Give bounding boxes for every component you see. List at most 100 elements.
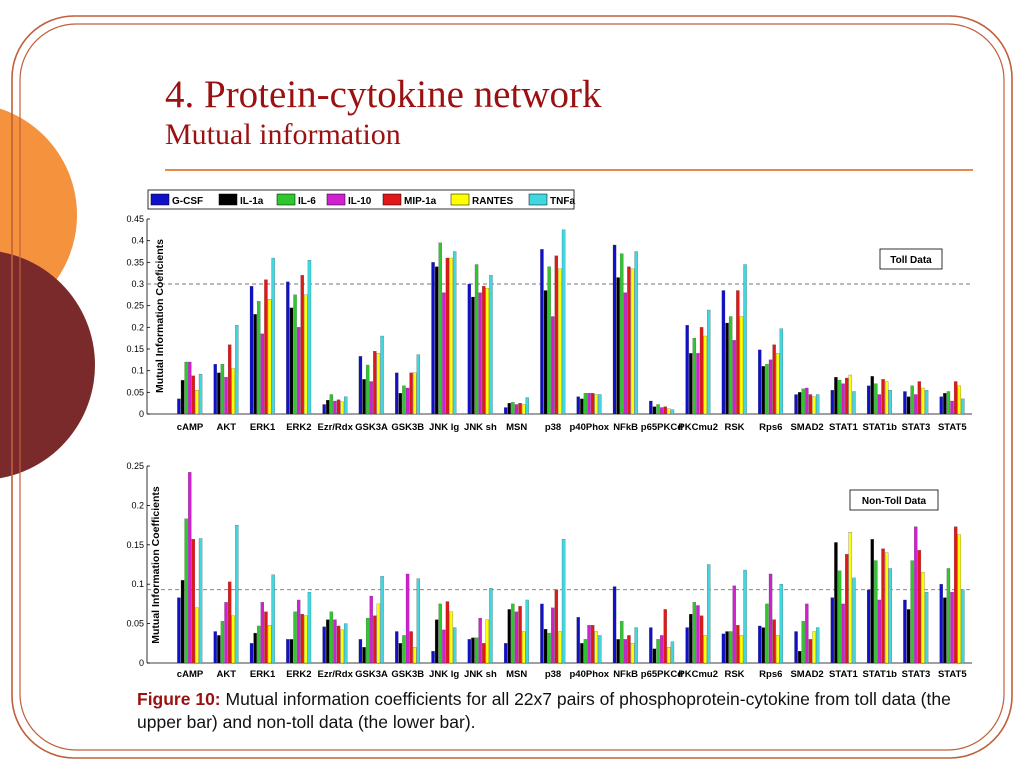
y-tick-label: 0.1	[131, 366, 144, 376]
bar-msn-mip-1a	[518, 606, 522, 664]
bar-stat5-mip-1a	[953, 381, 958, 415]
legend-swatch-g-csf	[150, 193, 170, 206]
bar-akt-rantes	[231, 615, 235, 664]
bar-gsk3b-il-10	[405, 573, 410, 664]
bar-stat3-il-1a	[906, 396, 911, 415]
bar-camp-il-10	[188, 472, 192, 664]
bar-gsk3b-mip-1a	[409, 631, 413, 664]
bar-jnk-sh-il-10	[478, 292, 482, 415]
bar-rsk-il-10	[732, 340, 736, 415]
bar-camp-il-6	[184, 518, 188, 664]
bar-camp-mip-1a	[191, 539, 196, 664]
bar-pkcmu2-tnfa	[707, 309, 711, 415]
bar-erk2-il-10	[296, 327, 301, 415]
bar-gsk3a-mip-1a	[373, 615, 377, 664]
bar-stat5-g-csf	[939, 584, 943, 664]
bar-rsk-rantes	[739, 316, 744, 415]
bar-gsk3a-il-1a	[362, 647, 366, 664]
bar-jnk-sh-g-csf	[467, 639, 472, 664]
bar-stat1b-il-6	[874, 383, 878, 415]
bar-erk1-rantes	[267, 625, 272, 664]
bar-pkcmu2-il-10	[696, 353, 700, 415]
bar-ezr-rdx-il-1a	[326, 400, 330, 415]
x-tick-label: NFkB	[613, 669, 638, 680]
bar-erk1-il-1a	[253, 314, 257, 415]
bar-nfkb-il-10	[623, 292, 628, 415]
bar-msn-il-1a	[507, 609, 511, 664]
bar-nfkb-il-10	[623, 639, 628, 664]
y-tick-label: 0.05	[126, 619, 144, 629]
decorative-dark-red-circle	[0, 251, 95, 479]
bar-smad2-g-csf	[794, 631, 798, 664]
legend-swatch-il-6	[276, 193, 296, 206]
bar-nfkb-tnfa	[634, 627, 638, 664]
y-tick-label: 0.2	[131, 322, 144, 332]
bar-rsk-g-csf	[721, 290, 726, 415]
bar-p38-il-10	[551, 316, 555, 415]
bar-jnk-lg-il-1a	[434, 266, 439, 415]
bar-stat5-il-1a	[943, 393, 947, 415]
legend-label-il-1a: IL-1a	[240, 196, 264, 207]
bar-camp-g-csf	[177, 398, 181, 415]
slide-title: 4. Protein-cytokine network	[165, 73, 602, 116]
bar-gsk3a-tnfa	[380, 576, 384, 664]
bar-gsk3a-il-6	[365, 364, 370, 415]
bar-gsk3a-rantes	[376, 603, 381, 664]
y-axis-label: Mutual Information Coeficients	[154, 239, 166, 393]
y-tick-label: 0.4	[131, 236, 144, 246]
x-tick-label: cAMP	[177, 422, 204, 433]
bar-p38-rantes	[558, 631, 562, 664]
bar-nfkb-rantes	[630, 268, 635, 415]
bar-jnk-sh-il-6	[474, 637, 479, 664]
bar-erk1-il-6	[257, 625, 261, 664]
x-tick-label: STAT5	[938, 422, 967, 433]
bar-stat3-mip-1a	[917, 550, 922, 664]
bar-stat1-il-10	[841, 383, 845, 415]
bar-stat3-il-10	[914, 394, 918, 415]
bar-p38-mip-1a	[554, 255, 559, 415]
bar-msn-rantes	[521, 631, 526, 664]
bar-camp-tnfa	[198, 538, 203, 664]
bar-gsk3a-il-10	[369, 381, 373, 415]
bar-stat5-g-csf	[939, 396, 943, 415]
bar-rsk-mip-1a	[736, 290, 740, 415]
bar-jnk-lg-g-csf	[431, 262, 435, 415]
bar-stat1b-il-1a	[870, 376, 874, 415]
bar-jnk-lg-il-6	[438, 242, 442, 415]
bar-jnk-sh-mip-1a	[482, 286, 486, 415]
bar-ezr-rdx-il-1a	[326, 619, 330, 664]
bar-gsk3b-tnfa	[416, 354, 421, 415]
bar-stat1b-g-csf	[866, 589, 871, 664]
bar-pkcmu2-il-1a	[689, 614, 693, 664]
bar-gsk3b-g-csf	[395, 631, 399, 664]
bar-rsk-il-6	[728, 316, 733, 415]
bar-jnk-lg-mip-1a	[445, 601, 450, 664]
bar-stat1-il-10	[841, 603, 845, 664]
bar-gsk3b-tnfa	[416, 578, 421, 664]
bar-rps6-il-1a	[761, 627, 766, 664]
bar-akt-il-1a	[217, 372, 221, 415]
bar-rps6-g-csf	[758, 625, 762, 664]
bar-stat1-mip-1a	[845, 554, 849, 664]
bar-ezr-rdx-mip-1a	[336, 625, 341, 664]
bar-erk1-mip-1a	[264, 611, 268, 664]
bar-smad2-il-1a	[797, 392, 802, 415]
title-rule	[165, 169, 973, 171]
bar-p40phox-tnfa	[598, 635, 602, 664]
bar-ezr-rdx-tnfa	[344, 623, 348, 664]
bar-nfkb-il-1a	[616, 639, 620, 664]
y-tick-label: 0.15	[126, 540, 144, 550]
bar-camp-il-6	[184, 361, 188, 415]
bar-erk2-tnfa	[307, 260, 312, 415]
bar-erk1-g-csf	[249, 643, 254, 664]
legend-label-tnfa: TNFa	[550, 196, 575, 207]
bar-gsk3b-il-1a	[398, 393, 403, 415]
bar-jnk-sh-g-csf	[467, 283, 472, 415]
bar-jnk-sh-rantes	[485, 619, 490, 664]
x-tick-label: p65PKCd	[641, 669, 683, 680]
x-tick-label: JNK lg	[429, 422, 459, 433]
bar-jnk-lg-tnfa	[452, 627, 457, 664]
bar-pkcmu2-tnfa	[707, 564, 711, 664]
bar-rps6-mip-1a	[772, 619, 776, 664]
bar-gsk3a-rantes	[376, 353, 381, 415]
